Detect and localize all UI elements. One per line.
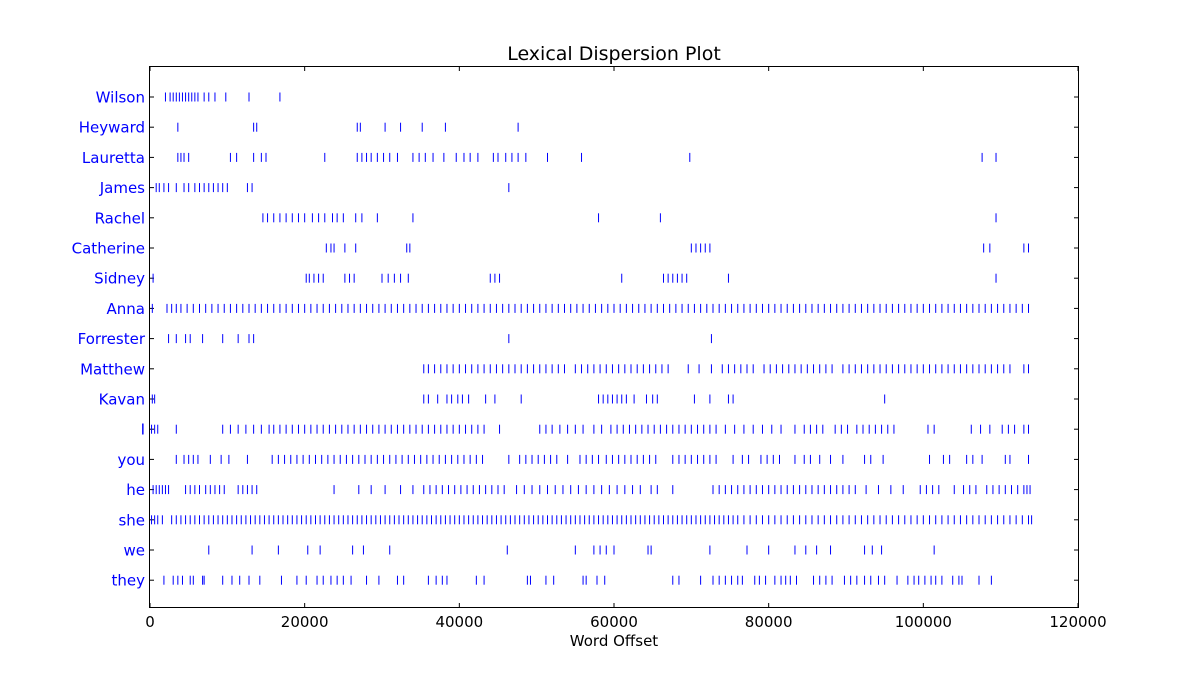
- y-tick-label: Kavan: [99, 391, 145, 409]
- x-tick-label: 20000: [281, 613, 329, 631]
- y-tick-label: Sidney: [94, 270, 145, 288]
- y-tick-label: Anna: [107, 300, 145, 318]
- y-tick-label: Wilson: [96, 89, 145, 107]
- x-axis-label: Word Offset: [570, 632, 659, 650]
- chart-title: Lexical Dispersion Plot: [507, 43, 721, 65]
- word-row-heyward: Heyward: [79, 119, 1078, 137]
- y-tick-label: Catherine: [72, 240, 145, 258]
- plot-frame: [149, 66, 1079, 608]
- x-tick-label: 0: [145, 613, 155, 631]
- y-tick-label: you: [117, 451, 145, 469]
- word-row-he: he: [126, 481, 1078, 499]
- y-tick-label: Forrester: [78, 330, 146, 348]
- word-row-lauretta: Lauretta: [82, 149, 1078, 167]
- y-tick-label: Rachel: [95, 209, 145, 227]
- y-tick-label: James: [99, 179, 145, 197]
- word-row-i: I: [141, 421, 1078, 439]
- y-tick-label: we: [124, 542, 146, 560]
- word-row-catherine: Catherine: [72, 240, 1078, 258]
- word-row-rachel: Rachel: [95, 209, 1078, 227]
- y-tick-label: they: [112, 572, 146, 590]
- word-row-wilson: Wilson: [96, 89, 1078, 107]
- x-tick-label: 40000: [435, 613, 483, 631]
- x-tick-label: 60000: [590, 613, 638, 631]
- word-row-sidney: Sidney: [94, 270, 1078, 288]
- y-tick-label: Heyward: [79, 119, 145, 137]
- y-tick-label: Lauretta: [82, 149, 145, 167]
- x-tick-label: 120000: [1049, 613, 1106, 631]
- y-tick-label: he: [126, 481, 145, 499]
- word-row-we: we: [124, 542, 1078, 560]
- x-axis: 0 20000 40000 60000 80000 100000 120000: [145, 67, 1107, 631]
- word-row-they: they: [112, 572, 1078, 590]
- word-row-matthew: Matthew: [80, 360, 1078, 378]
- word-row-kavan: Kavan: [99, 391, 1078, 409]
- x-tick-label: 80000: [745, 613, 793, 631]
- word-row-you: you: [117, 451, 1078, 469]
- y-tick-label: Matthew: [80, 360, 145, 378]
- word-row-forrester: Forrester: [78, 330, 1078, 348]
- y-tick-label: she: [118, 511, 145, 529]
- y-tick-label: I: [141, 421, 145, 439]
- word-row-james: James: [99, 179, 1078, 197]
- word-row-she: she: [118, 511, 1078, 529]
- word-row-anna: Anna: [107, 300, 1078, 318]
- word-rows: Wilson Heyward Lauretta James Rachel Catherin…: [72, 89, 1078, 590]
- x-tick-label: 100000: [895, 613, 952, 631]
